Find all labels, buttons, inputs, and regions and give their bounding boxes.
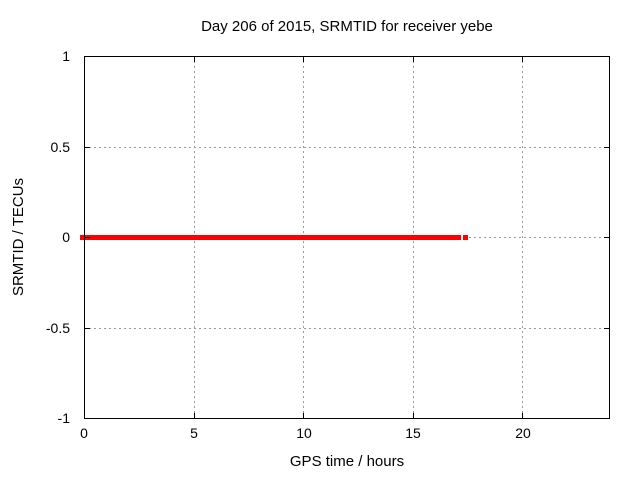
gridline-y-0.5 [84,147,610,148]
xtick-label-15: 15 [405,425,421,441]
gridline-y--0.5 [84,328,610,329]
tick-left-0.5 [84,147,90,148]
xtick-label-20: 20 [515,425,531,441]
ytick-label-1: 1 [62,48,70,64]
chart-title: Day 206 of 2015, SRMTID for receiver yeb… [201,18,493,35]
y-axis-label: SRMTID / TECUs [10,177,27,297]
ytick-label--0.5: -0.5 [45,320,70,336]
ytick-label-0.5: 0.5 [50,139,70,155]
tick-left-0 [84,237,90,238]
tick-top-10 [303,56,304,62]
tick-bottom-10 [303,413,304,419]
xtick-label-0: 0 [80,425,88,441]
x-axis-label: GPS time / hours [289,453,405,470]
tick-bottom-5 [194,413,195,419]
tick-top-5 [194,56,195,62]
ytick-label--1: -1 [57,410,70,426]
tick-top-15 [413,56,414,62]
xtick-label-10: 10 [296,425,312,441]
tick-right-0.5 [604,147,610,148]
plot-area [80,56,610,419]
tick-bottom-15 [413,413,414,419]
gridline-x-20 [522,56,523,419]
tick-left--0.5 [84,328,90,329]
series-segment [463,235,468,240]
xtick-label-5: 5 [190,425,198,441]
tick-top-20 [522,56,523,62]
tick-right-0 [604,237,610,238]
ytick-label-0: 0 [62,229,70,245]
series-segment [80,235,461,240]
tick-bottom-20 [522,413,523,419]
tick-right--0.5 [604,328,610,329]
